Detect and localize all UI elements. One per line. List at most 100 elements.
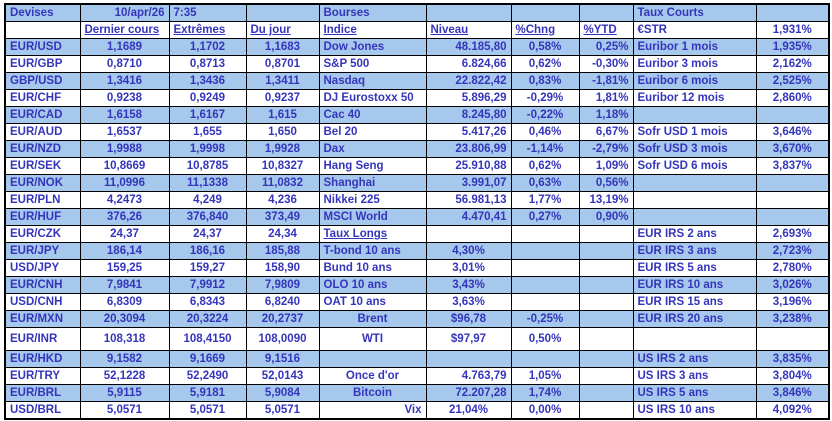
indice-cell: Bitcoin [318, 384, 427, 402]
pct-chng-cell: 0,62% [510, 157, 580, 175]
extremes-cell: 1,6167 [168, 106, 247, 124]
taux-value-cell: 3,846% [755, 384, 830, 402]
pct-ytd-cell: 6,67% [578, 123, 634, 141]
market-dashboard: Devises 10/apr/26 7:35 Bourses Taux Courts De… [0, 3, 832, 421]
pair-cell: EUR/CHF [4, 89, 81, 107]
du-jour-cell: 108,0090 [245, 327, 320, 351]
pair-cell: EUR/BRL [4, 384, 81, 402]
pct-chng-cell: 0,50% [510, 327, 580, 351]
pct-ytd-cell [578, 401, 634, 420]
du-jour-cell: 7,9809 [245, 276, 320, 294]
du-jour-cell: 0,9237 [245, 89, 320, 107]
table-row: EUR/HKD 9,1582 9,1669 9,1516 US IRS 2 ans 3,8… [4, 350, 830, 368]
pct-ytd-cell [578, 310, 634, 328]
pair-cell: EUR/NZD [4, 140, 81, 158]
pair-cell: EUR/CZK [4, 225, 81, 243]
taux-value-cell: 1,935% [755, 38, 830, 56]
taux-label-cell: Euribor 12 mois [632, 89, 757, 107]
du-jour-cell: 10,8327 [245, 157, 320, 175]
taux-label-cell: EUR IRS 20 ans [632, 310, 757, 328]
indice-cell: Bel 20 [318, 123, 427, 141]
niveau-cell: 6.824,66 [425, 55, 512, 73]
du-jour-cell [245, 3, 320, 22]
dernier-cours-cell: 52,1228 [79, 367, 170, 385]
pct-ytd-cell: 1,81% [578, 89, 634, 107]
pct-ytd-cell [578, 259, 634, 277]
pct-ytd-cell [578, 3, 634, 22]
du-jour-cell: 52,0143 [245, 367, 320, 385]
table-row: Devises 10/apr/26 7:35 Bourses Taux Courts [4, 3, 830, 22]
pair-cell: EUR/HKD [4, 350, 81, 368]
table-row: EUR/TRY 52,1228 52,2490 52,0143 Once d'or 4.7… [4, 367, 830, 385]
niveau-cell: 3,63% [425, 293, 512, 311]
pct-ytd-cell [578, 327, 634, 351]
pct-chng-cell: 0,63% [510, 174, 580, 192]
pct-ytd-cell [578, 384, 634, 402]
pair-cell: USD/JPY [4, 259, 81, 277]
niveau-cell: Niveau [425, 21, 512, 39]
taux-value-cell: 3,835% [755, 350, 830, 368]
taux-label-cell [632, 106, 757, 124]
taux-value-cell [755, 174, 830, 192]
table-row: EUR/SEK 10,8669 10,8785 10,8327 Hang Seng 25.… [4, 157, 830, 175]
pct-chng-cell: -0,25% [510, 310, 580, 328]
pair-cell: EUR/JPY [4, 242, 81, 260]
taux-label-cell: EUR IRS 5 ans [632, 259, 757, 277]
table-row: USD/JPY 159,25 159,27 158,90 Bund 10 ans 3,01… [4, 259, 830, 277]
pair-cell: EUR/SEK [4, 157, 81, 175]
niveau-cell: 21,04% [425, 401, 512, 420]
dernier-cours-cell: 1,6158 [79, 106, 170, 124]
taux-label-cell: EUR IRS 2 ans [632, 225, 757, 243]
pair-cell: EUR/CNH [4, 276, 81, 294]
taux-value-cell: 3,238% [755, 310, 830, 328]
table-row: EUR/CNH 7,9841 7,9912 7,9809 OLO 10 ans 3,43%… [4, 276, 830, 294]
pct-ytd-cell: %YTD [578, 21, 634, 39]
pct-ytd-cell [578, 225, 634, 243]
table-row: EUR/NOK 11,0996 11,1338 11,0832 Shanghai 3.99… [4, 174, 830, 192]
taux-value-cell [755, 3, 830, 22]
niveau-cell: 4.763,79 [425, 367, 512, 385]
taux-value-cell [755, 327, 830, 351]
du-jour-cell: 11,0832 [245, 174, 320, 192]
du-jour-cell: 0,8701 [245, 55, 320, 73]
dernier-cours-cell: 10/apr/26 [79, 3, 170, 22]
indice-cell: WTI [318, 327, 427, 351]
taux-value-cell: 2,860% [755, 89, 830, 107]
extremes-cell: 108,4150 [168, 327, 247, 351]
taux-label-cell: EUR IRS 10 ans [632, 276, 757, 294]
pct-ytd-cell: 1,18% [578, 106, 634, 124]
table-row: EUR/GBP 0,8710 0,8713 0,8701 S&P 500 6.824,66… [4, 55, 830, 73]
niveau-cell: 3,43% [425, 276, 512, 294]
indice-cell: Vix [318, 401, 427, 420]
dernier-cours-cell: 6,8309 [79, 293, 170, 311]
market-table-body: Devises 10/apr/26 7:35 Bourses Taux Courts De… [4, 3, 830, 420]
pct-ytd-cell: 0,56% [578, 174, 634, 192]
pct-ytd-cell [578, 276, 634, 294]
pct-chng-cell [510, 3, 580, 22]
taux-label-cell: Euribor 3 mois [632, 55, 757, 73]
taux-value-cell: 3,837% [755, 157, 830, 175]
indice-cell: Dax [318, 140, 427, 158]
pct-chng-cell: 0,27% [510, 208, 580, 226]
indice-cell: OLO 10 ans [318, 276, 427, 294]
pct-ytd-cell [578, 242, 634, 260]
pct-ytd-cell: 0,25% [578, 38, 634, 56]
extremes-cell: 24,37 [168, 225, 247, 243]
extremes-cell: 52,2490 [168, 367, 247, 385]
dernier-cours-cell: 159,25 [79, 259, 170, 277]
taux-value-cell: 2,693% [755, 225, 830, 243]
extremes-cell: 9,1669 [168, 350, 247, 368]
du-jour-cell: 158,90 [245, 259, 320, 277]
du-jour-cell: Du jour [245, 21, 320, 39]
pct-ytd-cell [578, 367, 634, 385]
taux-label-cell [632, 191, 757, 209]
taux-label-cell: Sofr USD 1 mois [632, 123, 757, 141]
niveau-cell: 5.896,29 [425, 89, 512, 107]
extremes-cell: 376,840 [168, 208, 247, 226]
pct-chng-cell [510, 242, 580, 260]
niveau-cell: 25.910,88 [425, 157, 512, 175]
niveau-cell: 5.417,26 [425, 123, 512, 141]
pair-cell: EUR/HUF [4, 208, 81, 226]
pct-chng-cell: -0,29% [510, 89, 580, 107]
table-row: USD/BRL 5,0571 5,0571 5,0571 Vix 21,04% 0,00% U… [4, 401, 830, 420]
